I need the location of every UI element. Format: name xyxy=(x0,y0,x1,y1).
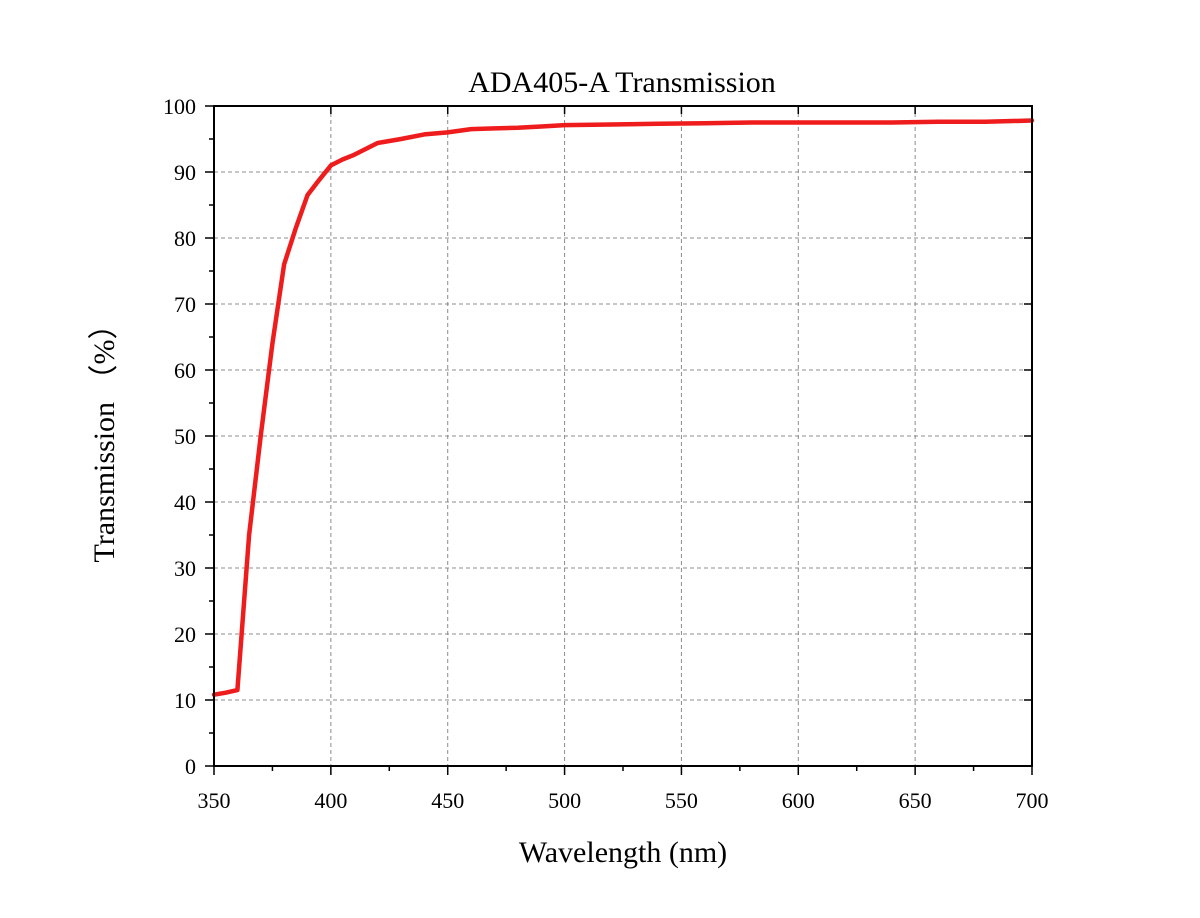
y-tick-label: 40 xyxy=(174,490,196,515)
x-tick-label: 450 xyxy=(431,788,464,813)
y-tick-label: 100 xyxy=(163,94,196,119)
x-tick-label: 550 xyxy=(665,788,698,813)
x-axis-label: Wavelength (nm) xyxy=(519,836,727,869)
x-tick-labels: 350 400 450 500 550 600 650 700 xyxy=(198,788,1049,813)
ticks xyxy=(205,105,1033,775)
x-tick-label: 500 xyxy=(548,788,581,813)
transmission-series-line xyxy=(211,118,1035,697)
x-tick-label: 600 xyxy=(782,788,815,813)
y-axis-label: Transmission （%） xyxy=(88,309,121,562)
series-layer xyxy=(211,118,1035,697)
y-tick-label: 10 xyxy=(174,688,196,713)
x-tick-label: 350 xyxy=(198,788,231,813)
y-tick-label: 30 xyxy=(174,556,196,581)
x-tick-label: 650 xyxy=(899,788,932,813)
x-tick-label: 400 xyxy=(314,788,347,813)
x-tick-label: 700 xyxy=(1016,788,1049,813)
y-tick-labels: 0 10 20 30 40 50 60 70 80 90 100 xyxy=(163,94,196,779)
chart-title: ADA405-A Transmission xyxy=(468,66,776,99)
y-tick-label: 90 xyxy=(174,160,196,185)
y-tick-label: 80 xyxy=(174,226,196,251)
y-tick-label: 0 xyxy=(185,754,196,779)
y-tick-label: 20 xyxy=(174,622,196,647)
y-tick-label: 50 xyxy=(174,424,196,449)
grid xyxy=(214,106,1032,766)
y-tick-label: 60 xyxy=(174,358,196,383)
y-tick-label: 70 xyxy=(174,292,196,317)
